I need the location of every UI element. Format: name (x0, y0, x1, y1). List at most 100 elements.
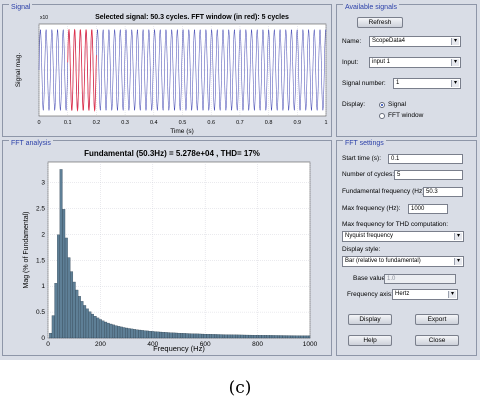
fft-bar (206, 334, 210, 339)
fft-bar (122, 327, 126, 339)
base-value-label: Base value: (353, 275, 387, 282)
chevron-down-icon: ▾ (451, 38, 459, 45)
fft-bar (198, 333, 202, 339)
refresh-button[interactable]: Refresh (357, 17, 403, 28)
fft-plot[interactable]: Fundamental (50.3Hz) = 5.278e+04 , THD= … (2, 140, 332, 356)
fft-bar (248, 334, 252, 339)
signal-xtick-label: 0 (37, 120, 40, 126)
fft-bar (83, 305, 87, 339)
input-select[interactable]: input 1 ▾ (369, 57, 461, 68)
max-freq-field[interactable]: 1000 (408, 204, 448, 214)
fft-ytick-label: 2.5 (36, 206, 45, 213)
fft-bar (135, 329, 139, 339)
fft-bar (85, 308, 89, 339)
fft-bar (274, 335, 278, 339)
export-button[interactable]: Export (415, 314, 459, 325)
fft-bar (188, 333, 191, 339)
input-value: input 1 (372, 59, 391, 65)
fft-bar (96, 317, 100, 339)
fft-bar (167, 332, 170, 339)
fft-bar (169, 332, 173, 339)
fft-bar (209, 334, 212, 339)
fft-bar (151, 331, 155, 339)
fft-bar (214, 334, 218, 339)
available-signals-panel: Available signals Refresh Name: ScopeDat… (336, 4, 477, 137)
signal-xtick-label: 0.6 (207, 120, 215, 126)
fft-axes (47, 161, 311, 339)
fft-bar (271, 335, 275, 339)
fund-freq-label: Fundamental frequency (Hz): (342, 188, 427, 195)
signal-number-label: Signal number: (342, 80, 386, 87)
fft-ytick-label: 0.5 (36, 309, 45, 316)
fft-bar (229, 334, 233, 339)
frequency-axis-label: Frequency axis: (347, 291, 393, 298)
signal-panel: Signal x10 Selected signal: 50.3 cycles.… (2, 4, 332, 137)
fft-bar (57, 234, 60, 339)
display-style-label: Display style: (342, 246, 381, 253)
signal-xtick-label: 0.3 (121, 120, 129, 126)
close-button[interactable]: Close (415, 335, 459, 346)
fft-bar (227, 334, 231, 339)
fft-bar (91, 313, 94, 339)
input-label: Input: (342, 59, 359, 66)
signal-xtick-label: 0.1 (64, 120, 72, 126)
fft-ytick-label: 1 (41, 283, 45, 290)
signal-radio[interactable] (379, 102, 385, 108)
signal-xtick-label: 0.9 (293, 120, 301, 126)
signal-plot[interactable]: x10 Selected signal: 50.3 cycles. FFT wi… (2, 4, 332, 137)
signal-number-select[interactable]: 1 ▾ (393, 78, 461, 89)
fft-window-radio-label: FFT window (388, 112, 424, 119)
chevron-down-icon: ▾ (448, 291, 456, 298)
signal-radio-label: Signal (388, 101, 407, 108)
fft-analysis-title: FFT analysis (9, 140, 53, 148)
name-select[interactable]: ScopeData4 ▾ (369, 36, 461, 47)
fft-bar (193, 333, 197, 339)
fft-bar (300, 335, 304, 339)
fft-bar (240, 334, 244, 339)
fft-bar (261, 335, 265, 339)
fft-bar (106, 322, 110, 339)
display-style-value: Bar (relative to fundamental) (345, 258, 421, 264)
signal-xtick-label: 1 (324, 120, 327, 126)
fft-bar (119, 326, 123, 339)
fft-bar (153, 331, 157, 339)
max-freq-label: Max frequency (Hz): (342, 205, 401, 212)
fft-ytick-label: 0 (41, 335, 45, 342)
display-button[interactable]: Display (348, 314, 392, 325)
fft-bar (138, 329, 142, 339)
thd-max-select[interactable]: Nyquist frequency ▾ (342, 231, 464, 242)
cycles-field[interactable]: 5 (394, 170, 463, 180)
fund-freq-field[interactable]: 50.3 (423, 187, 463, 197)
frequency-axis-select[interactable]: Hertz ▾ (392, 289, 458, 300)
fft-xtick-label: 1000 (303, 341, 318, 348)
fft-bar (201, 333, 205, 339)
start-time-field[interactable]: 0.1 (388, 154, 463, 164)
fft-bar (51, 315, 55, 339)
base-value-field[interactable]: 1.0 (384, 274, 456, 284)
fft-bar (140, 330, 144, 339)
fft-xtick-label: 0 (46, 341, 50, 348)
fft-bar (75, 289, 79, 339)
chevron-down-icon: ▾ (451, 80, 459, 87)
fft-ylabel: Mag (% of Fundamental) (23, 211, 30, 288)
fft-bar (109, 323, 113, 339)
signal-plot-title: Selected signal: 50.3 cycles. FFT window… (95, 14, 289, 21)
fft-bar (182, 333, 186, 339)
fft-bar (245, 334, 249, 339)
fft-bar (64, 237, 68, 339)
fft-bar (222, 334, 225, 339)
fft-window-radio[interactable] (379, 113, 385, 119)
fft-bar (112, 324, 115, 339)
fft-bar (161, 332, 165, 339)
fft-window-series-line (67, 28, 97, 112)
help-button[interactable]: Help (348, 335, 392, 346)
fft-bar (277, 335, 280, 339)
display-style-select[interactable]: Bar (relative to fundamental) ▾ (342, 256, 464, 267)
fft-bar (308, 335, 311, 339)
chevron-down-icon: ▾ (454, 258, 462, 265)
fft-bar (284, 335, 288, 339)
fft-bar (67, 257, 71, 339)
fft-bar (172, 332, 176, 339)
fft-bar (235, 334, 239, 339)
fft-bar (78, 296, 81, 339)
